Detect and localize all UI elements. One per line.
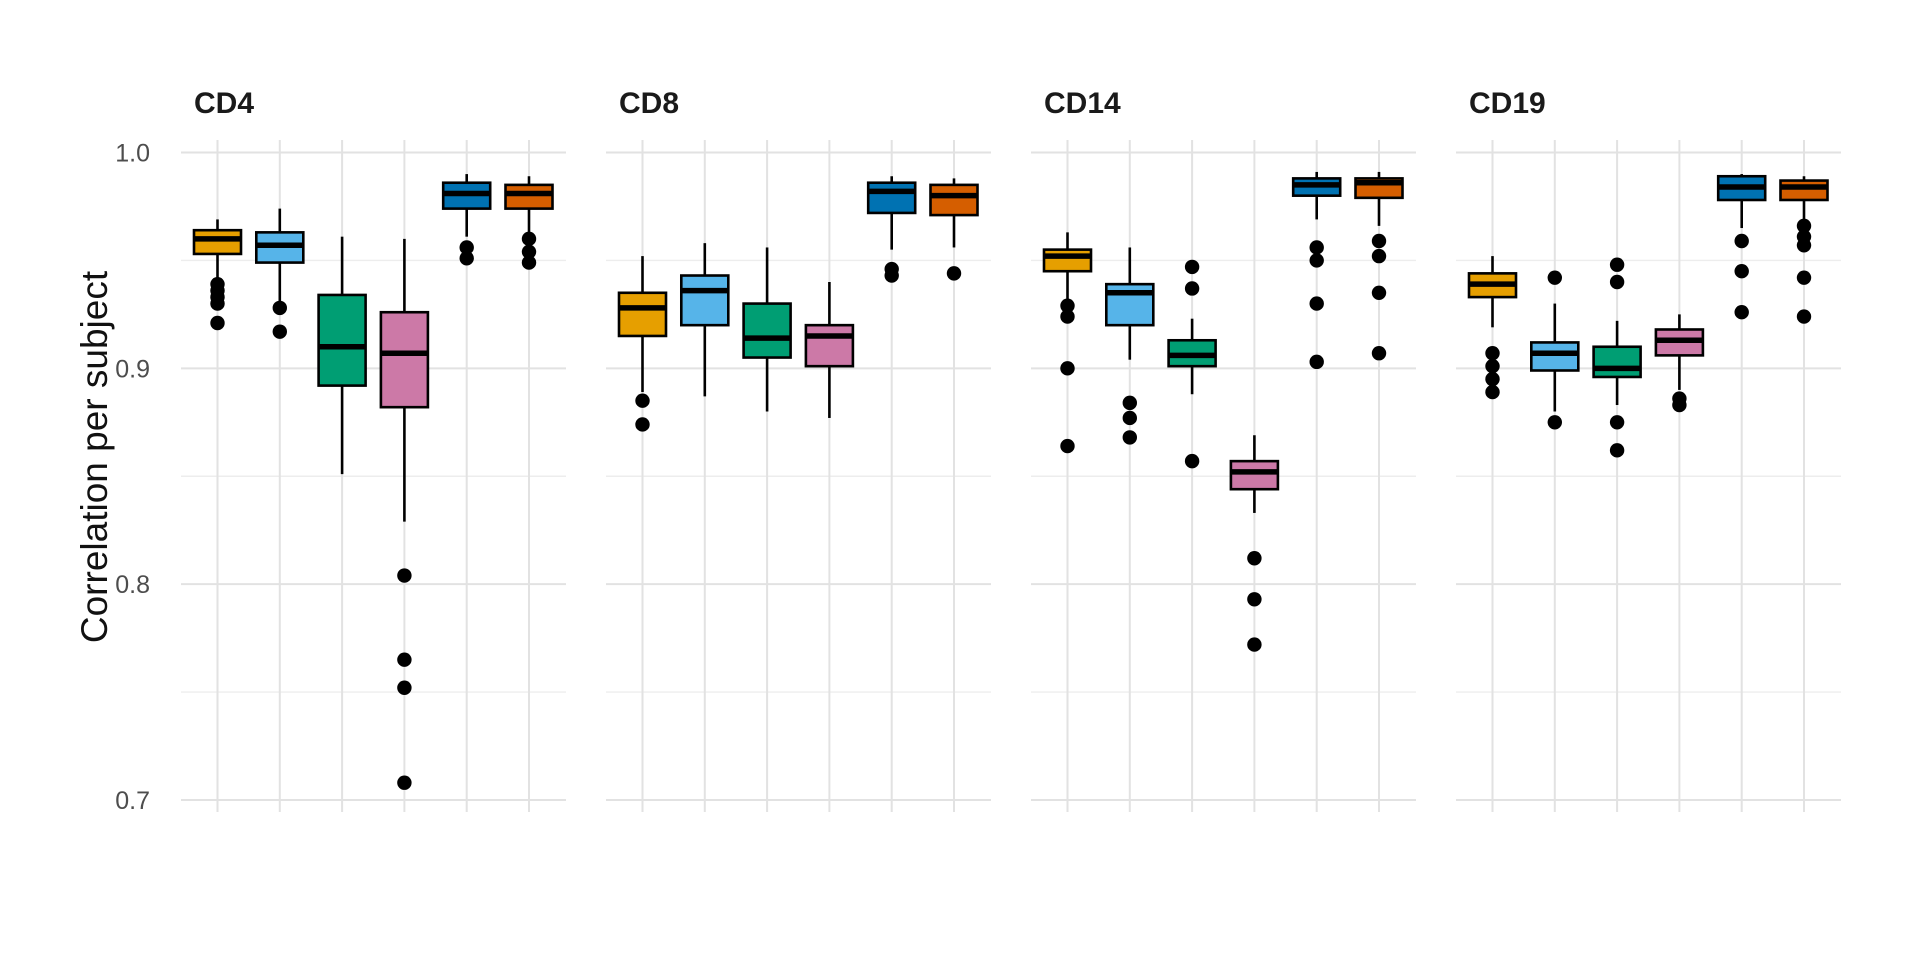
- box: [379, 310, 430, 409]
- box: [317, 293, 367, 387]
- box: [1229, 459, 1280, 491]
- outlier-point: [635, 393, 650, 408]
- facet-title: CD4: [194, 87, 254, 120]
- outlier-point: [1672, 397, 1687, 413]
- outlier-point: [1309, 296, 1324, 311]
- outlier-point: [1371, 346, 1387, 361]
- outlier-point: [1309, 253, 1324, 268]
- outlier-point: [1247, 592, 1262, 607]
- outlier-point: [1371, 285, 1387, 300]
- outlier-point: [946, 266, 962, 281]
- outlier-point: [1609, 257, 1625, 272]
- box: [804, 323, 855, 368]
- outlier-point: [397, 568, 412, 583]
- box: [742, 302, 792, 359]
- box: [192, 228, 243, 256]
- outlier-point: [1485, 346, 1500, 361]
- outlier-point: [1309, 354, 1324, 370]
- outlier-point: [1371, 233, 1387, 249]
- outlier-point: [1547, 415, 1563, 430]
- box: [866, 181, 917, 215]
- box: [929, 183, 979, 217]
- outlier-point: [1184, 259, 1200, 275]
- y-tick-label: 1.0: [115, 140, 150, 168]
- box: [1042, 248, 1093, 273]
- outlier-point: [1184, 453, 1200, 469]
- outlier-point: [1184, 281, 1200, 296]
- outlier-point: [1796, 238, 1812, 253]
- outlier-point: [1796, 270, 1812, 285]
- outlier-point: [1122, 410, 1138, 426]
- outlier-point: [397, 680, 412, 695]
- outlier-point: [635, 417, 650, 432]
- outlier-point: [1060, 298, 1075, 313]
- box: [504, 183, 554, 210]
- box: [1592, 345, 1642, 379]
- y-tick-label: 0.9: [115, 355, 150, 383]
- outlier-point: [1371, 248, 1387, 264]
- facet-title: CD8: [619, 87, 679, 120]
- outlier-point: [1609, 274, 1625, 290]
- outlier-point: [1609, 415, 1625, 430]
- outlier-point: [1247, 551, 1262, 566]
- outlier-point: [1485, 384, 1500, 400]
- outlier-point: [1796, 309, 1812, 324]
- outlier-point: [1609, 443, 1625, 458]
- outlier-point: [1734, 264, 1749, 279]
- box: [679, 274, 730, 327]
- outlier-point: [459, 240, 474, 255]
- outlier-point: [397, 652, 412, 667]
- outlier-point: [397, 775, 412, 790]
- outlier-point: [521, 231, 537, 247]
- outlier-point: [1734, 233, 1749, 249]
- outlier-point: [1547, 270, 1563, 285]
- facet-title: CD19: [1469, 87, 1546, 120]
- outlier-point: [1247, 637, 1262, 652]
- outlier-point: [521, 255, 537, 270]
- outlier-point: [884, 268, 899, 283]
- outlier-point: [1060, 309, 1075, 324]
- facet-title: CD14: [1044, 87, 1121, 120]
- box: [1530, 341, 1580, 372]
- outlier-point: [210, 315, 225, 331]
- outlier-point: [1122, 395, 1138, 411]
- box: [617, 291, 668, 338]
- y-tick-label: 0.8: [115, 571, 150, 599]
- outlier-point: [459, 251, 474, 266]
- outlier-point: [1309, 240, 1324, 255]
- y-tick-label: 0.7: [115, 787, 150, 815]
- outlier-point: [1060, 361, 1075, 376]
- outlier-point: [521, 244, 537, 259]
- outlier-point: [272, 300, 287, 316]
- outlier-point: [1485, 371, 1500, 387]
- outlier-point: [272, 324, 287, 339]
- outlier-point: [1734, 305, 1749, 320]
- outlier-point: [1485, 358, 1500, 374]
- outlier-point: [1060, 438, 1075, 454]
- outlier-point: [1122, 430, 1138, 445]
- outlier-point: [1796, 218, 1812, 234]
- box: [1779, 179, 1829, 202]
- outlier-point: [210, 296, 225, 311]
